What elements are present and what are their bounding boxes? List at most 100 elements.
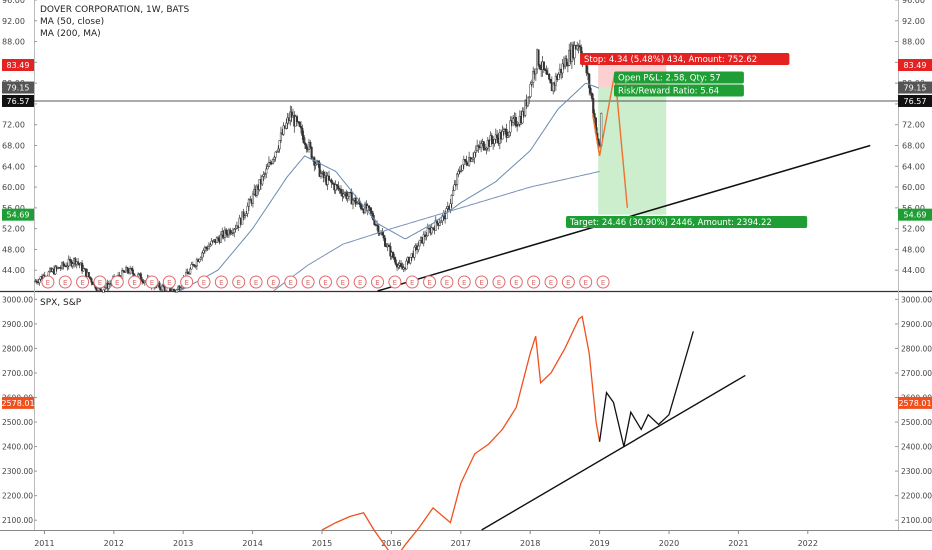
- candle-body: [81, 262, 84, 272]
- candle-body: [189, 268, 192, 274]
- earnings-marker-label: E: [115, 279, 119, 287]
- candle-body: [409, 257, 412, 264]
- earnings-marker: [266, 275, 280, 289]
- earnings-marker-label: E: [323, 279, 327, 287]
- candle-body: [262, 174, 265, 177]
- candle-body: [102, 289, 105, 293]
- risk-reward-label-text: Risk/Reward Ratio: 5.64: [618, 87, 719, 97]
- candle-body: [319, 173, 323, 177]
- candle-body: [158, 282, 161, 289]
- candle-body: [441, 215, 444, 222]
- candle-body: [215, 237, 218, 244]
- candle-body: [251, 193, 254, 204]
- candle-body: [517, 124, 520, 126]
- candle-body: [493, 139, 496, 144]
- candle-body: [477, 145, 480, 148]
- main-ytick-right: 68.00: [902, 142, 925, 151]
- candle-body: [505, 128, 508, 138]
- candle-body: [162, 285, 165, 288]
- candle-body: [330, 179, 333, 184]
- candle-body: [326, 175, 329, 185]
- candle-body: [538, 64, 541, 70]
- earnings-marker: [76, 275, 90, 289]
- candle-body: [509, 120, 512, 133]
- earnings-marker: [214, 275, 228, 289]
- candle-body: [456, 173, 459, 185]
- earnings-marker: [145, 275, 159, 289]
- earnings-marker: [561, 275, 575, 289]
- candle-body: [524, 100, 527, 116]
- candle-body: [242, 211, 245, 218]
- time-label: 2016: [381, 539, 401, 548]
- spx-ytick-right: 2400.00: [901, 443, 932, 452]
- earnings-marker-label: E: [132, 279, 136, 287]
- main-ytick-right: 88.00: [902, 38, 925, 47]
- time-label: 2022: [798, 539, 818, 548]
- spx-ytick-right: 2300.00: [901, 467, 932, 476]
- candle-body: [297, 121, 300, 123]
- earnings-marker: [336, 275, 350, 289]
- stop-label: Stop: 4.34 (5.48%) 434, Amount: 752.62: [580, 53, 790, 66]
- earnings-marker-label: E: [271, 279, 275, 287]
- risk-reward-label-bg: [614, 84, 744, 97]
- earnings-marker-label: E: [237, 279, 241, 287]
- target-label-bg: [566, 216, 808, 229]
- earnings-marker: [457, 275, 471, 289]
- candle-body: [273, 157, 276, 160]
- candle-body: [485, 147, 488, 150]
- price-tag-right: [898, 208, 932, 221]
- earnings-marker: [128, 275, 142, 289]
- candle-body: [258, 179, 261, 190]
- candle-body: [490, 135, 493, 141]
- main-ytick-left: 64.00: [2, 162, 25, 171]
- candle-body: [347, 191, 351, 197]
- candle-body: [205, 246, 208, 249]
- candle-body: [35, 280, 38, 283]
- earnings-marker: [423, 275, 437, 289]
- spx-legend: SPX, S&P: [40, 297, 81, 309]
- earnings-marker: [197, 275, 211, 289]
- candle-body: [334, 184, 337, 191]
- spx-ytick-left: 2300.00: [2, 467, 33, 476]
- candle-body: [544, 69, 547, 71]
- candle-body: [170, 290, 173, 292]
- candle-body: [261, 176, 264, 185]
- candle-body: [549, 79, 552, 84]
- spx-ytick-left: 2700.00: [2, 369, 33, 378]
- candle-body: [366, 205, 369, 211]
- price-tag-right: [898, 81, 932, 94]
- candle-body: [350, 192, 353, 205]
- candle-body: [193, 264, 196, 267]
- earnings-marker-label: E: [445, 279, 449, 287]
- candle-body: [417, 245, 420, 250]
- price-tag-left-text: 54.69: [7, 211, 30, 220]
- earnings-marker: [249, 275, 263, 289]
- candle-body: [397, 265, 400, 268]
- candle-body: [342, 193, 345, 197]
- candle-body: [263, 173, 266, 175]
- main-ytick-left: 88.00: [2, 38, 25, 47]
- candle-body: [71, 263, 74, 267]
- candle-body: [267, 162, 270, 167]
- candle-body: [161, 285, 164, 291]
- candle-body: [361, 208, 364, 210]
- candle-body: [565, 58, 568, 67]
- candle-body: [303, 142, 307, 145]
- candle-body: [389, 246, 392, 257]
- price-tag-right: [898, 94, 932, 107]
- candle-body: [430, 227, 433, 234]
- candle-body: [139, 273, 142, 281]
- candle-body: [194, 265, 197, 267]
- earnings-marker-label: E: [184, 279, 188, 287]
- candle-body: [62, 262, 65, 267]
- candle-body: [542, 61, 545, 70]
- candle-body: [453, 184, 456, 191]
- candle-body: [370, 210, 373, 214]
- candle-body: [186, 271, 189, 274]
- earnings-marker-label: E: [80, 279, 84, 287]
- earnings-marker-label: E: [427, 279, 431, 287]
- earnings-marker: [162, 275, 176, 289]
- candle-body: [207, 245, 210, 250]
